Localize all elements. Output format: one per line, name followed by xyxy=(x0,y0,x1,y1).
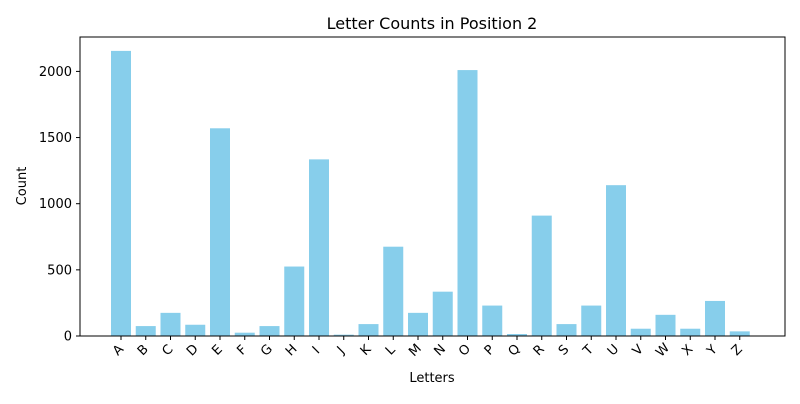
x-axis-label: Letters xyxy=(409,371,455,386)
bar-O xyxy=(457,70,478,336)
x-tick-label-Y: Y xyxy=(704,342,721,359)
bar-T xyxy=(581,305,602,336)
x-tick-label-N: N xyxy=(432,342,449,359)
x-tick-label-B: B xyxy=(135,342,152,359)
x-tick-label-U: U xyxy=(605,342,622,359)
bar-G xyxy=(259,326,280,336)
x-tick-label-T: T xyxy=(580,342,597,359)
bar-N xyxy=(432,291,453,336)
bar-K xyxy=(358,324,379,336)
bar-U xyxy=(606,185,626,336)
bar-A xyxy=(111,50,131,336)
x-tick-label-M: M xyxy=(406,341,425,360)
bar-F xyxy=(234,332,255,336)
y-tick-label-500: 500 xyxy=(47,263,72,278)
x-tick-label-H: H xyxy=(283,342,301,360)
chart-title: Letter Counts in Position 2 xyxy=(327,14,538,33)
bar-I xyxy=(309,159,329,336)
x-tick-label-G: G xyxy=(258,342,276,360)
bar-B xyxy=(135,326,156,336)
bar-X xyxy=(680,328,701,336)
x-tick-label-I: I xyxy=(310,344,323,357)
x-tick-label-Q: Q xyxy=(506,342,524,360)
x-tick-label-C: C xyxy=(160,342,177,359)
x-tick-label-O: O xyxy=(456,342,474,360)
bar-C xyxy=(160,312,181,336)
x-tick-label-F: F xyxy=(234,343,250,359)
x-tick-label-L: L xyxy=(383,342,399,358)
x-tick-label-A: A xyxy=(110,342,127,359)
bar-H xyxy=(284,266,305,336)
bars-layer xyxy=(111,50,750,336)
x-tick-label-D: D xyxy=(184,342,202,360)
bar-M xyxy=(408,312,428,336)
y-tick-label-1000: 1000 xyxy=(39,197,72,212)
x-tick-label-Z: Z xyxy=(729,342,746,359)
x-tick-label-E: E xyxy=(209,342,225,358)
bar-Z xyxy=(729,331,750,336)
x-tick-label-P: P xyxy=(482,342,498,358)
bar-Q xyxy=(507,334,527,336)
axes-layer: 0 500 1000 1500 2000 A B C D E F G H I J K L M N O P Q R S T U V W X… xyxy=(39,36,786,361)
x-tick-label-R: R xyxy=(531,342,548,359)
bar-E xyxy=(210,128,230,336)
x-tick-label-J: J xyxy=(334,344,348,358)
bar-Y xyxy=(705,300,725,336)
x-tick-label-V: V xyxy=(630,342,647,359)
x-tick-label-X: X xyxy=(679,342,696,359)
plot-frame xyxy=(79,36,786,337)
y-axis-label: Count xyxy=(15,167,30,206)
bar-W xyxy=(655,314,676,336)
bar-P xyxy=(482,305,503,336)
x-tick-label-K: K xyxy=(358,342,375,359)
bar-S xyxy=(556,324,577,336)
bar-J xyxy=(333,334,354,336)
y-tick-label-0: 0 xyxy=(64,330,72,345)
bar-L xyxy=(383,246,404,336)
bar-V xyxy=(630,328,651,336)
bar-D xyxy=(185,324,206,336)
y-tick-label-1500: 1500 xyxy=(39,131,72,146)
x-tick-label-S: S xyxy=(556,342,572,358)
x-tick-label-W: W xyxy=(653,341,673,361)
y-tick-label-2000: 2000 xyxy=(39,65,72,80)
bar-R xyxy=(531,215,552,336)
